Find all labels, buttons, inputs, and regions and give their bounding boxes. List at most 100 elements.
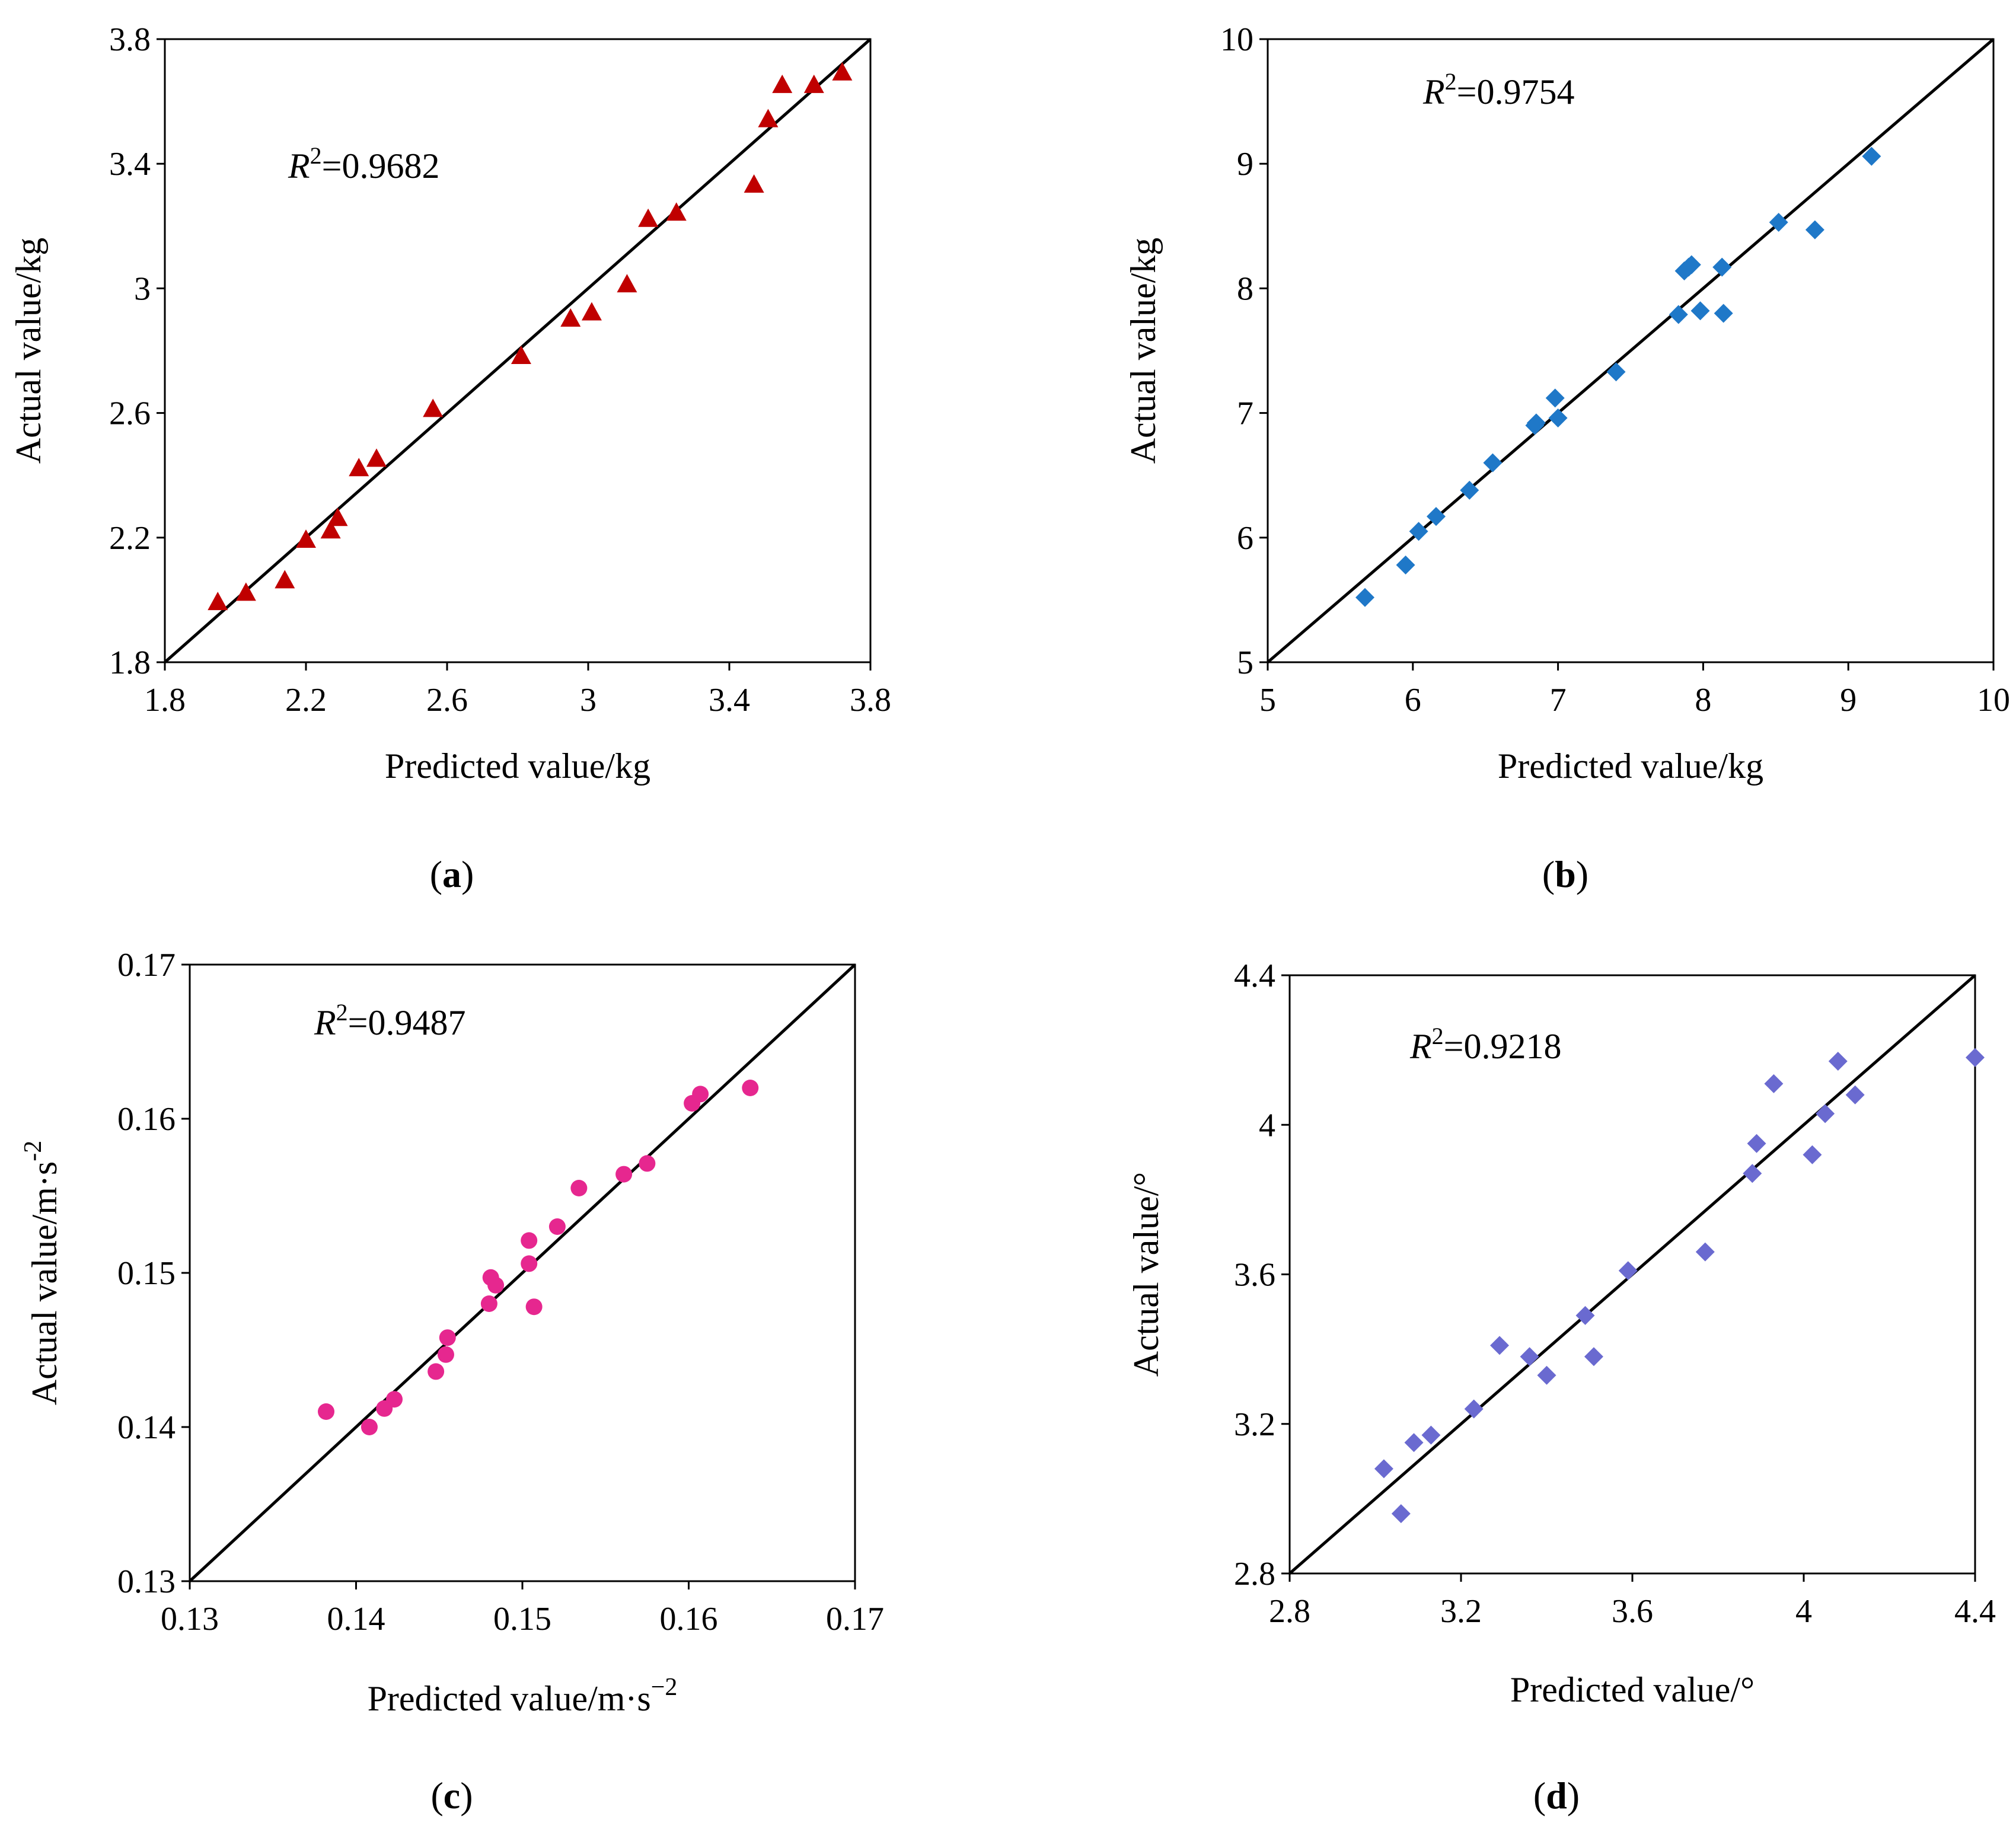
y-tick-label: 10 [1220,21,1253,58]
x-tick-label: 7 [1550,682,1567,719]
data-point [521,1255,538,1272]
data-point [560,308,581,327]
y-tick-label: 0.16 [117,1101,176,1138]
y-tick-label: 9 [1237,146,1253,183]
panel-label: (d) [1533,1774,1580,1817]
panel-label: (b) [1542,853,1588,895]
data-point [639,1155,656,1172]
data-point [1490,1336,1510,1355]
data-point [1464,1399,1484,1419]
y-tick-label: 3.8 [109,21,151,58]
data-point [1764,1074,1784,1093]
data-point [570,1180,588,1196]
data-point [548,1218,566,1235]
data-point [1769,212,1788,232]
data-point [320,520,341,539]
data-point [1374,1459,1393,1479]
data-point [1845,1085,1865,1105]
r-squared-value: =0.9487 [348,1003,466,1042]
x-tick-label: 2.2 [285,682,327,719]
x-tick-label: 0.14 [327,1601,385,1637]
data-point [1391,1504,1411,1524]
data-point [744,174,764,193]
panel-label: (a) [430,853,474,895]
y-tick-label: 2.6 [109,395,151,432]
data-point [772,74,793,93]
y-tick-label: 0.17 [117,947,176,984]
x-axis-label: Predicted value/° [1510,1670,1755,1709]
y-axis-label: Actual value/m·s-2 [20,1141,64,1406]
y-tick-label: 6 [1237,520,1253,557]
x-tick-label: 8 [1695,682,1711,719]
chart-panel-b: 5 6 7 8 9 10 5 6 7 8 9 10 R2=0.9754 Predicted value/k… [1124,21,2010,895]
x-axis-label: Predicted value/kg [385,746,650,786]
x-tick-label: 3.4 [709,682,750,719]
data-point [386,1391,403,1408]
data-point [1966,1048,1985,1067]
y-tick-label: 3.2 [1234,1406,1275,1443]
x-tick-label: 3.6 [1612,1593,1653,1630]
y-tick-label: 4.4 [1234,957,1275,994]
y-tick-label: 3.6 [1234,1257,1275,1294]
r-squared-annotation: R2=0.9218 [1409,1023,1562,1066]
data-point [235,582,256,601]
data-point [1483,453,1503,473]
data-point [1714,304,1733,323]
r-squared-annotation: R2=0.9682 [288,142,440,186]
data-point [1712,257,1732,277]
x-axis-label: Predicted value/m·s−2 [368,1674,678,1718]
panel-label: (c) [430,1774,473,1817]
y-tick-label: 3.4 [109,146,151,183]
data-point [1396,556,1415,575]
data-point [692,1086,709,1103]
data-point [1747,1134,1766,1153]
data-point [1426,507,1446,526]
data-point [480,1295,497,1312]
y-tick-label: 0.14 [117,1409,176,1446]
x-tick-label: 5 [1259,682,1276,719]
data-point [617,274,637,293]
x-tick-label: 10 [1977,682,2010,719]
x-tick-label: 2.6 [426,682,468,719]
data-point [318,1403,335,1420]
data-point [615,1166,633,1183]
data-point [1618,1261,1638,1281]
chart-panel-c: 0.13 0.14 0.15 0.16 0.17 0.13 0.14 0.15 0.16 0.17… [20,947,884,1817]
data-point [1862,146,1881,166]
data-point [1526,413,1546,433]
data-point [1606,362,1626,382]
r-squared-value: =0.9754 [1457,72,1575,111]
data-point [1548,408,1568,428]
data-point [1520,1347,1539,1367]
x-tick-label: 9 [1840,682,1856,719]
data-point [428,1363,445,1380]
chart-panel-a: 1.8 2.2 2.6 3 3.4 3.8 1.8 2.2 2.6 3 3.4 3.8 R2=0.968… [9,21,891,895]
reference-line [1267,38,1995,663]
data-point [1816,1104,1835,1123]
x-tick-label: 4 [1795,1593,1812,1630]
data-point [1460,480,1479,500]
data-point [275,570,295,589]
y-axis-label: Actual value/kg [9,238,48,464]
data-point [361,1419,378,1435]
r-squared-annotation: R2=0.9487 [314,999,466,1042]
data-point [1803,1145,1822,1164]
y-tick-label: 1.8 [109,644,151,681]
data-point [1545,388,1565,408]
x-tick-label: 0.17 [826,1601,884,1637]
data-point [581,302,602,321]
x-tick-label: 4.4 [1954,1593,1996,1630]
data-point [437,1346,454,1363]
reference-line [189,963,856,1582]
data-point [758,108,779,127]
x-tick-label: 0.13 [161,1601,219,1637]
x-tick-label: 3.8 [850,682,891,719]
data-point [1690,301,1710,321]
y-tick-label: 2.2 [109,520,151,557]
data-point [1409,522,1428,541]
x-tick-label: 3 [580,682,596,719]
x-tick-label: 0.16 [660,1601,718,1637]
data-point [208,592,228,611]
data-point [296,529,316,548]
y-tick-label: 5 [1237,644,1253,681]
